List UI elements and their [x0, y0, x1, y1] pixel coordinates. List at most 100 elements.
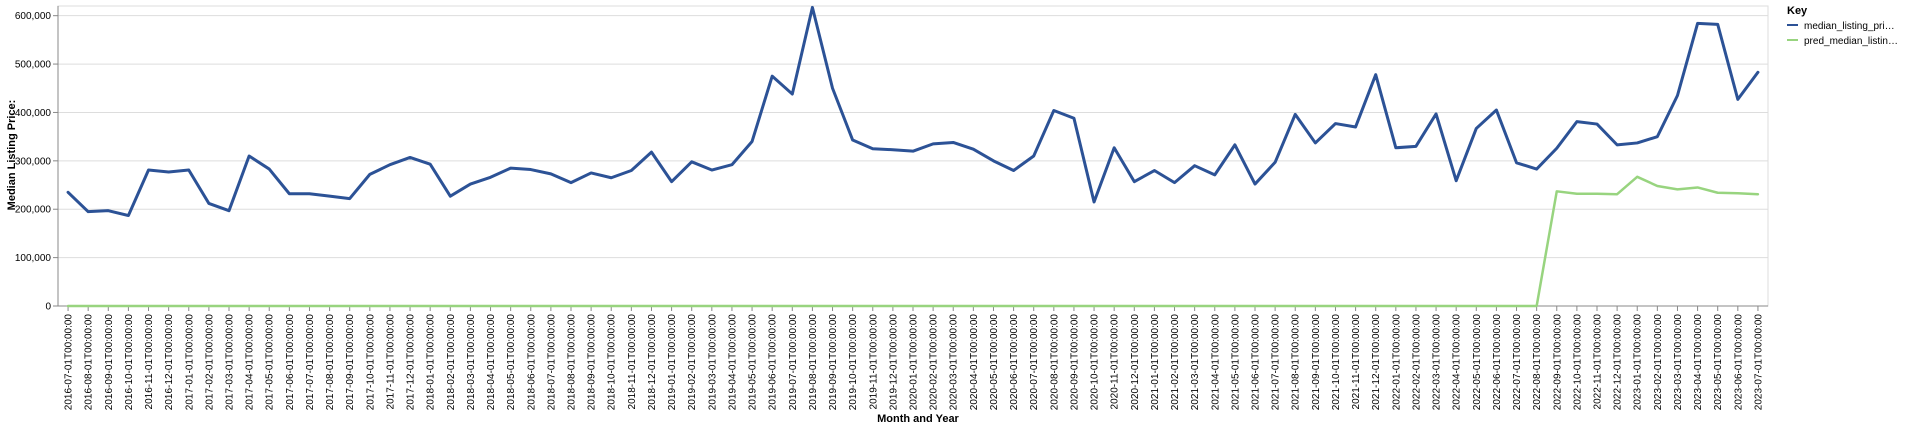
- x-tick-label: 2021-03-01T00:00:00: [1190, 314, 1201, 411]
- x-tick-label: 2020-07-01T00:00:00: [1029, 314, 1040, 411]
- x-tick-label: 2021-09-01T00:00:00: [1311, 314, 1322, 411]
- x-tick-label: 2021-12-01T00:00:00: [1371, 314, 1382, 411]
- legend-title: Key: [1787, 5, 1808, 17]
- x-tick-label: 2021-01-01T00:00:00: [1150, 314, 1161, 411]
- y-tick-label: 400,000: [15, 108, 52, 119]
- x-tick-label: 2022-07-01T00:00:00: [1512, 314, 1523, 411]
- x-tick-label: 2017-11-01T00:00:00: [385, 314, 396, 410]
- x-tick-label: 2023-04-01T00:00:00: [1693, 314, 1704, 411]
- x-tick-label: 2018-09-01T00:00:00: [587, 314, 598, 411]
- x-tick-label: 2019-03-01T00:00:00: [707, 314, 718, 411]
- x-tick-label: 2019-10-01T00:00:00: [848, 314, 859, 411]
- x-tick-label: 2022-05-01T00:00:00: [1472, 314, 1483, 411]
- x-tick-label: 2022-08-01T00:00:00: [1532, 314, 1543, 411]
- x-tick-label: 2021-07-01T00:00:00: [1271, 314, 1282, 411]
- x-tick-label: 2020-11-01T00:00:00: [1110, 314, 1121, 410]
- x-tick-label: 2017-12-01T00:00:00: [406, 314, 417, 411]
- x-tick-label: 2019-11-01T00:00:00: [868, 314, 879, 410]
- x-tick-label: 2017-02-01T00:00:00: [204, 314, 215, 411]
- x-tick-label: 2018-08-01T00:00:00: [567, 314, 578, 411]
- x-tick-label: 2021-10-01T00:00:00: [1331, 314, 1342, 411]
- x-tick-label: 2017-07-01T00:00:00: [305, 314, 316, 411]
- x-tick-label: 2016-11-01T00:00:00: [144, 314, 155, 410]
- y-tick-label: 0: [45, 302, 51, 313]
- x-tick-label: 2022-03-01T00:00:00: [1432, 314, 1443, 411]
- x-tick-label: 2016-09-01T00:00:00: [104, 314, 115, 411]
- x-tick-label: 2018-12-01T00:00:00: [647, 314, 658, 411]
- x-tick-label: 2019-05-01T00:00:00: [748, 314, 759, 411]
- x-tick-label: 2018-02-01T00:00:00: [446, 314, 457, 411]
- x-tick-label: 2021-06-01T00:00:00: [1251, 314, 1262, 411]
- x-tick-label: 2019-07-01T00:00:00: [788, 314, 799, 411]
- x-tick-label: 2019-02-01T00:00:00: [687, 314, 698, 411]
- x-tick-label: 2016-12-01T00:00:00: [164, 314, 175, 411]
- x-axis: 2016-07-01T00:00:00 2016-08-01T00:00:00 20…: [58, 305, 1768, 411]
- x-tick-label: 2018-10-01T00:00:00: [607, 314, 618, 411]
- x-tick-label: 2023-05-01T00:00:00: [1713, 314, 1724, 411]
- x-tick-label: 2019-06-01T00:00:00: [768, 314, 779, 411]
- x-tick-label: 2020-01-01T00:00:00: [909, 314, 920, 411]
- x-tick-label: 2021-02-01T00:00:00: [1170, 314, 1181, 411]
- x-tick-label: 2021-04-01T00:00:00: [1210, 314, 1221, 411]
- x-tick-label: 2020-03-01T00:00:00: [949, 314, 960, 411]
- x-tick-label: 2017-10-01T00:00:00: [365, 314, 376, 411]
- x-tick-label: 2018-01-01T00:00:00: [426, 314, 437, 411]
- y-tick-label: 300,000: [15, 156, 52, 167]
- x-tick-label: 2021-08-01T00:00:00: [1291, 314, 1302, 411]
- y-tick-label: 600,000: [15, 11, 52, 22]
- x-tick-label: 2022-11-01T00:00:00: [1593, 314, 1604, 410]
- x-tick-label: 2022-02-01T00:00:00: [1411, 314, 1422, 411]
- x-tick-label: 2016-07-01T00:00:00: [64, 314, 75, 411]
- grid: [57, 5, 1769, 307]
- x-tick-label: 2017-04-01T00:00:00: [245, 314, 256, 411]
- series-layer: [66, 5, 1760, 308]
- x-tick-label: 2020-10-01T00:00:00: [1090, 314, 1101, 411]
- x-tick-label: 2018-07-01T00:00:00: [546, 314, 557, 411]
- x-tick-label: 2020-04-01T00:00:00: [969, 314, 980, 411]
- x-tick-label: 2020-02-01T00:00:00: [929, 314, 940, 411]
- series-line-pred: [66, 175, 1760, 308]
- x-tick-label: 2023-01-01T00:00:00: [1633, 314, 1644, 411]
- y-tick-label: 100,000: [15, 253, 52, 264]
- plot-frame: [57, 5, 1769, 307]
- x-tick-label: 2020-12-01T00:00:00: [1130, 314, 1141, 411]
- x-tick-label: 2019-12-01T00:00:00: [888, 314, 899, 411]
- x-tick-label: 2016-08-01T00:00:00: [84, 314, 95, 411]
- x-tick-label: 2020-06-01T00:00:00: [1009, 314, 1020, 411]
- x-axis-title: Month and Year: [877, 413, 959, 425]
- legend-label-pred: pred_median_listin…: [1804, 36, 1898, 47]
- x-tick-label: 2021-05-01T00:00:00: [1230, 314, 1241, 411]
- legend: Key median_listing_pri… pred_median_list…: [1787, 5, 1898, 47]
- x-tick-label: 2017-05-01T00:00:00: [265, 314, 276, 411]
- x-tick-label: 2023-06-01T00:00:00: [1733, 314, 1744, 411]
- x-tick-label: 2023-02-01T00:00:00: [1653, 314, 1664, 411]
- series-line-median: [66, 5, 1760, 218]
- x-tick-label: 2019-04-01T00:00:00: [727, 314, 738, 411]
- x-tick-label: 2017-01-01T00:00:00: [184, 314, 195, 411]
- x-tick-label: 2019-01-01T00:00:00: [667, 314, 678, 411]
- x-tick-label: 2017-06-01T00:00:00: [285, 314, 296, 411]
- x-tick-label: 2022-01-01T00:00:00: [1391, 314, 1402, 411]
- x-tick-label: 2018-11-01T00:00:00: [627, 314, 638, 410]
- y-tick-label: 200,000: [15, 205, 52, 216]
- y-tick-label: 500,000: [15, 60, 52, 71]
- x-tick-label: 2022-12-01T00:00:00: [1613, 314, 1624, 411]
- x-tick-label: 2020-08-01T00:00:00: [1049, 314, 1060, 411]
- x-tick-label: 2022-06-01T00:00:00: [1492, 314, 1503, 411]
- x-tick-label: 2018-03-01T00:00:00: [466, 314, 477, 411]
- x-tick-label: 2018-05-01T00:00:00: [506, 314, 517, 411]
- x-tick-label: 2019-08-01T00:00:00: [808, 314, 819, 411]
- x-tick-label: 2019-09-01T00:00:00: [828, 314, 839, 411]
- x-tick-label: 2016-10-01T00:00:00: [124, 314, 135, 411]
- x-tick-label: 2022-09-01T00:00:00: [1552, 314, 1563, 411]
- x-tick-label: 2018-06-01T00:00:00: [526, 314, 537, 411]
- y-axis: 0 100,000 200,000 300,000 400,000 500,000 600,…: [15, 6, 59, 313]
- x-tick-label: 2023-03-01T00:00:00: [1673, 314, 1684, 411]
- x-tick-label: 2018-04-01T00:00:00: [486, 314, 497, 411]
- legend-label-median: median_listing_pri…: [1804, 21, 1895, 32]
- x-tick-label: 2017-08-01T00:00:00: [325, 314, 336, 411]
- x-tick-label: 2020-05-01T00:00:00: [989, 314, 1000, 411]
- x-tick-label: 2017-09-01T00:00:00: [345, 314, 356, 411]
- x-tick-label: 2022-10-01T00:00:00: [1572, 314, 1583, 411]
